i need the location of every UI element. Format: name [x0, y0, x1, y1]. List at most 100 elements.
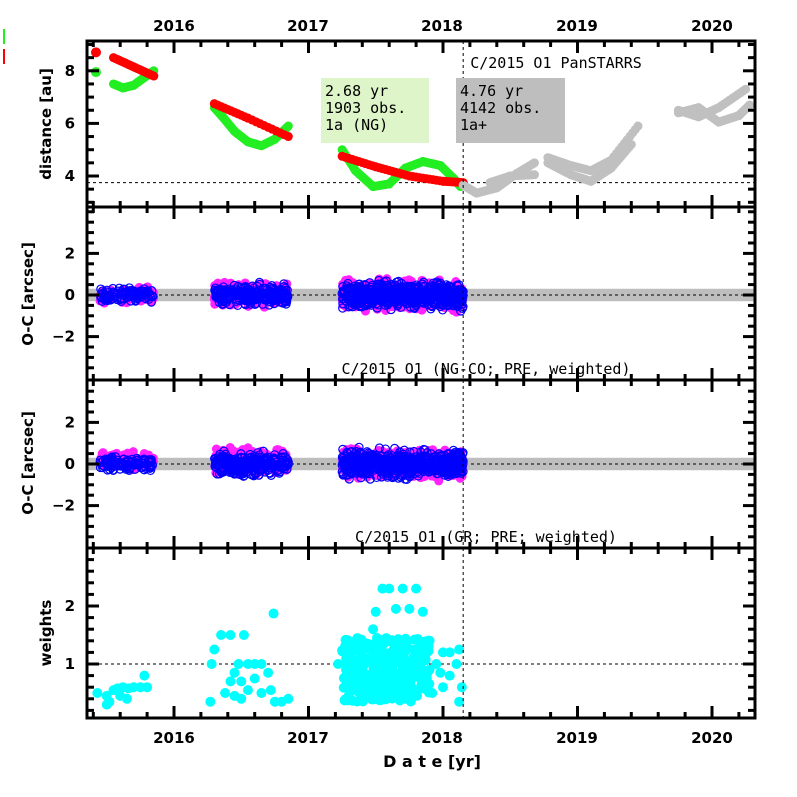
dec-residual-point — [402, 468, 413, 478]
dec-residual-point — [121, 293, 132, 303]
dec-residual-point — [345, 467, 355, 477]
dec-residual-point — [345, 455, 356, 465]
dec-residual-point — [367, 281, 377, 291]
panel-oc-gr: −202 — [52, 378, 757, 550]
dec-residual-point — [244, 285, 254, 295]
dec-residual-point — [438, 463, 448, 473]
dec-residual-point — [105, 295, 115, 305]
dec-residual-point — [405, 471, 415, 481]
dec-residual-point — [254, 277, 265, 287]
dec-residual-point — [381, 456, 392, 466]
dec-residual-point — [376, 472, 387, 482]
dec-residual-point — [355, 301, 365, 312]
dec-residual-point — [128, 289, 139, 299]
dec-residual-point — [110, 288, 120, 298]
dec-residual-point — [392, 451, 402, 461]
dec-residual-point — [220, 285, 230, 295]
dec-residual-point — [212, 459, 222, 469]
dec-residual-point — [427, 454, 438, 464]
dec-residual-point — [456, 306, 466, 316]
dec-residual-point — [338, 468, 349, 479]
dec-residual-point — [279, 282, 289, 292]
dec-residual-point — [95, 455, 105, 465]
dec-residual-point — [270, 293, 280, 304]
dec-residual-point — [356, 467, 366, 478]
ra-residual-point — [273, 445, 283, 455]
dec-residual-point — [273, 461, 283, 472]
dec-residual-point — [233, 300, 243, 311]
dec-residual-point — [374, 285, 384, 295]
dec-residual-point — [249, 283, 259, 293]
dec-residual-point — [246, 464, 256, 474]
dec-residual-point — [233, 281, 243, 292]
dec-residual-point — [260, 283, 270, 293]
dec-residual-point — [279, 279, 289, 289]
dec-residual-point — [403, 284, 413, 295]
dec-residual-point — [395, 456, 405, 467]
dec-residual-point — [363, 288, 373, 298]
dec-residual-point — [402, 298, 413, 308]
data-point — [90, 47, 101, 58]
dec-residual-point — [231, 286, 241, 296]
dec-residual-point — [136, 286, 147, 296]
dec-residual-point — [343, 278, 353, 289]
dec-residual-point — [234, 286, 244, 296]
dec-residual-point — [267, 283, 277, 294]
dec-residual-point — [145, 292, 156, 302]
dec-residual-point — [381, 276, 392, 286]
dec-residual-point — [361, 301, 371, 311]
dec-residual-point — [232, 469, 242, 479]
dec-residual-point — [411, 452, 422, 462]
data-point — [149, 71, 159, 81]
y-tick-label: −2 — [52, 328, 75, 346]
dec-residual-point — [363, 458, 374, 468]
dec-residual-point — [102, 285, 112, 295]
dec-residual-point — [280, 452, 290, 462]
dec-residual-point — [236, 449, 246, 459]
dec-residual-point — [393, 276, 404, 286]
dec-residual-point — [410, 290, 421, 300]
dec-residual-point — [144, 455, 155, 465]
data-point — [626, 139, 636, 149]
dec-residual-point — [232, 288, 242, 298]
dec-residual-point — [416, 454, 426, 464]
dec-residual-point — [108, 283, 118, 294]
dec-residual-point — [396, 278, 406, 288]
dec-residual-point — [340, 464, 351, 474]
dec-residual-point — [131, 287, 141, 297]
dec-residual-point — [130, 464, 140, 474]
dec-residual-point — [257, 460, 267, 470]
dec-residual-point — [97, 457, 107, 467]
y-tick-label: 8 — [65, 62, 75, 80]
dec-residual-point — [218, 296, 228, 306]
dec-residual-point — [370, 463, 380, 473]
data-point — [529, 158, 539, 168]
dec-residual-point — [400, 474, 410, 484]
dec-residual-point — [277, 298, 287, 308]
dec-residual-point — [113, 460, 123, 470]
dec-residual-point — [140, 461, 150, 472]
dec-residual-point — [219, 446, 229, 456]
dec-residual-point — [354, 459, 364, 469]
dec-residual-point — [220, 458, 231, 469]
y-tick-label: 6 — [65, 114, 75, 132]
dec-residual-point — [450, 287, 460, 297]
dec-residual-point — [432, 459, 442, 469]
dec-residual-point — [443, 300, 454, 310]
dec-residual-point — [253, 448, 263, 458]
y-tick-label: 4 — [65, 167, 75, 185]
dec-residual-point — [245, 299, 256, 309]
data-point — [741, 84, 751, 94]
dec-residual-point — [240, 457, 250, 468]
dec-residual-point — [124, 283, 135, 293]
dec-residual-point — [422, 452, 432, 462]
dec-residual-point — [405, 447, 415, 457]
dec-residual-point — [251, 298, 262, 308]
data-point — [529, 170, 539, 180]
data-point — [283, 121, 293, 131]
dec-residual-point — [139, 456, 150, 466]
dec-residual-point — [342, 289, 352, 299]
plot-area — [87, 47, 755, 198]
dec-residual-point — [255, 290, 265, 300]
dec-residual-point — [365, 449, 375, 459]
